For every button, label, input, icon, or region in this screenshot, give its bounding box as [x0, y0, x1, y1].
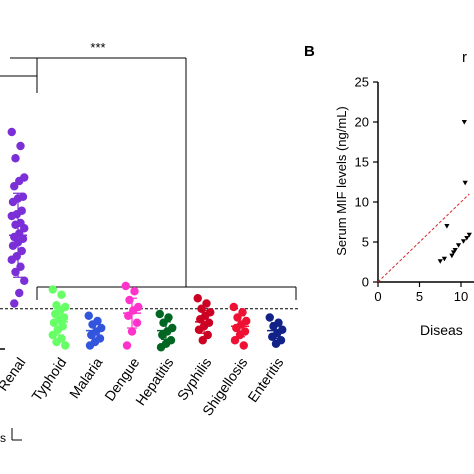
data-point	[49, 318, 59, 327]
data-point	[265, 313, 274, 322]
data-point	[130, 287, 139, 296]
data-point	[462, 180, 468, 186]
data-point	[444, 224, 450, 229]
data-point	[8, 197, 18, 207]
data-point	[7, 211, 16, 221]
panel-a-chart: *** Renal TyphoidMalariaDengueHepatitisSy…	[0, 40, 300, 445]
data-point	[466, 232, 472, 238]
data-point	[455, 243, 462, 248]
data-point	[460, 239, 467, 244]
data-point	[464, 236, 470, 241]
data-point	[15, 176, 24, 186]
significance-label: ***	[90, 40, 105, 55]
data-point	[87, 330, 96, 340]
data-point	[84, 311, 93, 320]
data-point	[85, 341, 95, 350]
series-group-shigellosis	[229, 302, 251, 350]
data-point	[20, 276, 29, 285]
data-point	[7, 255, 16, 264]
data-point	[132, 318, 142, 327]
data-point	[441, 256, 447, 262]
x-tick-label: 10	[454, 289, 468, 304]
data-point	[158, 330, 167, 340]
data-point	[121, 281, 130, 291]
series-group-malaria	[84, 311, 106, 350]
data-point	[452, 248, 458, 253]
data-point	[20, 224, 29, 233]
data-point	[461, 120, 467, 125]
data-point	[194, 325, 204, 334]
series-group-renal	[7, 127, 29, 308]
data-point	[271, 339, 281, 348]
y-tick-label: 20	[355, 115, 369, 130]
trend-line	[377, 193, 470, 283]
panel-b-y-axis-label: Serum MIF levels (ng/mL)	[334, 106, 349, 256]
x-tick-label-enteritis: Enteritis	[244, 355, 286, 406]
x-tick-label-malaria: Malaria	[66, 354, 106, 401]
axis-fragment-label: s	[0, 431, 6, 445]
panel-b-chart: B r Serum MIF levels (ng/mL) Diseas 0 5 10…	[304, 43, 474, 338]
series-group-typhoid	[48, 285, 70, 350]
data-point	[7, 127, 16, 137]
data-point	[122, 341, 132, 350]
series-group-syphilis	[193, 294, 215, 345]
data-point	[238, 308, 247, 317]
data-point	[449, 253, 455, 259]
y-tick-label: 15	[355, 155, 369, 170]
data-point	[53, 325, 62, 334]
data-point	[127, 327, 137, 336]
data-point	[61, 341, 70, 350]
data-point	[202, 299, 211, 308]
data-point	[17, 246, 26, 256]
data-point	[198, 336, 207, 345]
data-point	[10, 299, 19, 308]
data-point	[230, 336, 240, 345]
data-point	[52, 337, 61, 347]
series-group-hepatitis	[155, 309, 177, 352]
data-point	[164, 313, 173, 322]
data-point	[155, 309, 164, 319]
panel-b-title-fragment: r	[462, 49, 467, 66]
data-point	[10, 182, 19, 191]
data-point	[8, 241, 18, 250]
data-point	[11, 154, 20, 163]
x-tick-label-renal: Renal	[0, 355, 28, 394]
series-group-enteritis	[265, 313, 287, 348]
data-point	[193, 294, 202, 303]
data-point	[16, 141, 25, 151]
data-point	[437, 259, 443, 264]
panel-label-b: B	[304, 43, 315, 60]
data-point	[48, 285, 57, 294]
y-tick-label: 10	[355, 195, 369, 210]
data-point	[229, 302, 238, 312]
x-tick-label: 0	[374, 289, 381, 304]
x-tick-label: 5	[416, 289, 423, 304]
data-point	[57, 290, 66, 299]
data-point	[15, 288, 24, 298]
series-group-dengue	[121, 281, 143, 350]
y-tick-label: 25	[355, 75, 369, 90]
significance-bracket	[0, 57, 297, 300]
data-point	[239, 341, 248, 350]
panel-b-x-axis-label: Diseas	[420, 322, 463, 338]
x-tick-label-typhoid: Typhoid	[28, 355, 69, 404]
y-tick-label: 0	[362, 275, 369, 290]
data-point	[156, 343, 166, 352]
y-tick-label: 5	[362, 235, 369, 250]
data-point	[48, 330, 57, 340]
